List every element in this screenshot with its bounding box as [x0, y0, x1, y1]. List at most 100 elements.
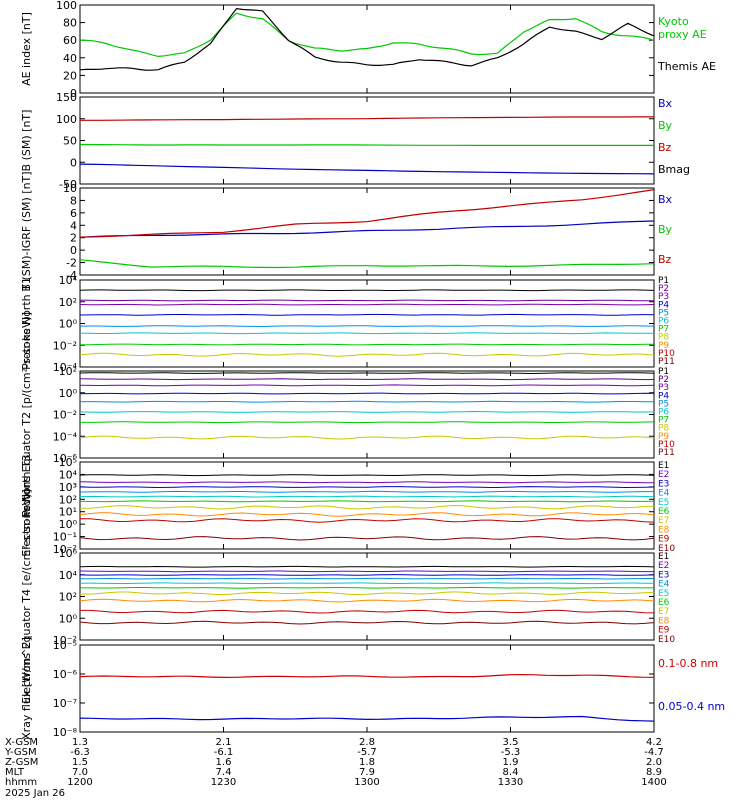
legend-entry: P9 [658, 341, 669, 351]
y-tick-label: 10⁴ [59, 468, 78, 481]
orbit-value: 7.0 [72, 767, 88, 778]
y-tick-label: 4 [70, 219, 77, 232]
series-line [79, 570, 654, 573]
y-tick-label: 10⁻⁶ [53, 668, 78, 681]
legend-entry: E4 [658, 580, 670, 590]
legend-entry: P7 [658, 416, 669, 426]
orbit-value: 1.5 [72, 757, 88, 768]
orbit-value: 2.1 [216, 737, 232, 748]
y-tick-label: 10⁰ [59, 318, 78, 331]
legend-entry: P8 [658, 333, 669, 343]
y-tick-label: 10⁰ [59, 387, 78, 400]
series-line [79, 715, 655, 722]
legend-entry: P4 [658, 300, 669, 310]
series-line [79, 474, 655, 477]
y-tick-label: 10¹ [59, 506, 77, 519]
y-tick-label: 0 [70, 87, 77, 100]
y-tick-label: 10⁰ [59, 612, 78, 625]
series-line [79, 574, 655, 576]
legend-entry: E9 [658, 535, 670, 545]
panel-8: 10⁻⁵ 10⁻⁶ 10⁻⁷ 10⁻⁸ Xray flux [W/m^2] 0.1-0.8… [20, 637, 725, 740]
legend-entry: 0.1-0.8 nm [658, 657, 718, 670]
orbit-value: 2.8 [359, 737, 375, 748]
y-tick-label: 6 [70, 207, 77, 220]
series-line [79, 303, 655, 306]
orbit-value: 2.0 [646, 757, 662, 768]
series-line [79, 163, 655, 175]
series-line [80, 518, 655, 523]
legend-entry: P9 [658, 432, 669, 442]
y-tick-label: 60 [63, 34, 77, 47]
y-tick-label: 150 [56, 91, 77, 104]
series-line [79, 504, 655, 510]
orbit-value: 3.5 [503, 737, 519, 748]
y-tick-label: 10⁴ [59, 569, 78, 582]
legend-entry: E10 [658, 544, 675, 554]
y-tick-label: 10⁻⁶ [53, 452, 78, 465]
legend-entry: E8 [658, 525, 670, 535]
y-tick-label: 10⁻¹ [53, 531, 77, 544]
orbit-value: 1330 [498, 777, 523, 788]
orbit-row-label: MLT [5, 767, 25, 778]
y-tick-label: 50 [63, 135, 77, 148]
series-line [79, 586, 655, 589]
legend-entry: P2 [658, 375, 669, 385]
y-axis-label: Xray flux [W/m^2] [20, 637, 33, 740]
series-line [79, 259, 655, 269]
orbit-value: 1230 [211, 777, 236, 788]
y-tick-label: 10² [59, 296, 77, 309]
orbit-row-label: hhmm [5, 777, 37, 788]
y-tick-label: 20 [63, 69, 77, 82]
legend-entry: E7 [658, 607, 669, 617]
series-line [79, 332, 655, 335]
legend-entry: E10 [658, 635, 675, 645]
orbit-value: -5.3 [501, 747, 521, 758]
series-line [79, 372, 655, 375]
legend-entry: E3 [658, 479, 669, 489]
legend-entry: P6 [658, 317, 669, 327]
legend-entry: E2 [658, 470, 669, 480]
y-tick-label: -2 [66, 257, 77, 270]
orbit-row-label: X-GSM [5, 737, 38, 748]
legend-entry: E8 [658, 616, 670, 626]
legend-entry: P5 [658, 399, 669, 409]
orbit-table: X-GSM 1.3 2.1 2.8 3.5 4.2 Y-GSM -6.3 -6.1 -5.7 -5.… [4, 737, 667, 799]
orbit-value: 8.9 [646, 767, 662, 778]
y-tick-label: 10² [59, 591, 77, 604]
legend-entry: Kyoto [658, 15, 689, 28]
y-axis-label: Protons North T1 [20, 277, 33, 370]
orbit-value: -4.7 [644, 747, 664, 758]
y-tick-label: 10 [63, 182, 77, 195]
orbit-value: -5.7 [357, 747, 377, 758]
legend-entry: P1 [658, 367, 669, 377]
y-tick-label: 10⁻² [53, 634, 77, 647]
series-line [79, 481, 654, 484]
series-line [79, 143, 654, 146]
series-line [79, 512, 655, 517]
series-line [79, 490, 654, 493]
legend-entry: P3 [658, 292, 669, 302]
y-tick-label: 10³ [59, 481, 77, 494]
legend-entry: P7 [658, 325, 669, 335]
legend-entry: Bz [658, 253, 672, 266]
y-tick-label: 100 [56, 0, 77, 12]
legend-entry: P11 [658, 448, 675, 458]
y-tick-label: 2 [70, 232, 77, 245]
series-line [79, 384, 655, 387]
legend-entry: proxy AE [658, 28, 707, 41]
series-line [79, 189, 655, 238]
series-line [80, 609, 655, 614]
legend-entry: E2 [658, 561, 669, 571]
y-tick-label: 8 [70, 194, 77, 207]
legend-entry: E7 [658, 516, 669, 526]
series-line [79, 392, 655, 395]
series-line [79, 673, 655, 679]
series-line [80, 421, 655, 424]
legend-entry: P6 [658, 408, 669, 418]
legend-entry: E4 [658, 489, 670, 499]
orbit-value: 1.8 [359, 757, 375, 768]
panel-5: 10² 10⁰ 10⁻² 10⁻⁴ 10⁻⁶ Protons Equator T2 [p/… [20, 312, 675, 517]
orbit-value: 4.2 [646, 737, 662, 748]
legend-entry: Bmag [658, 163, 690, 176]
legend-entry: E9 [658, 626, 670, 636]
